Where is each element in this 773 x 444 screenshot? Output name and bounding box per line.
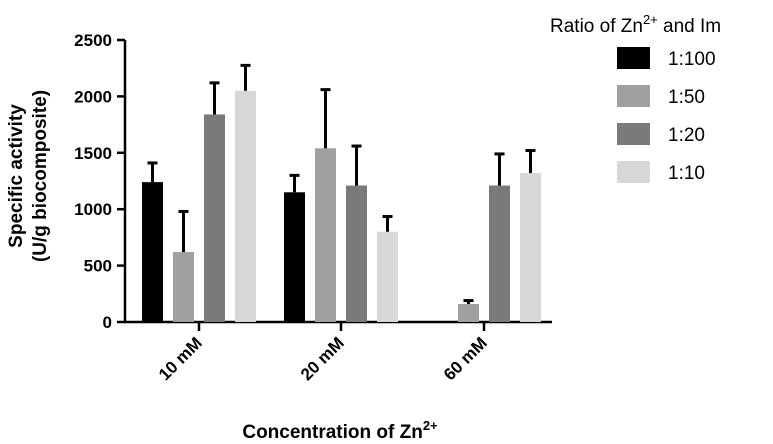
bar-1-10 bbox=[377, 231, 398, 322]
x-axis-title-text: Concentration of Zn bbox=[242, 422, 422, 443]
x-axis-title-sup: 2+ bbox=[423, 418, 438, 433]
legend-title-sup: 2+ bbox=[643, 12, 658, 27]
bar-1-50 bbox=[315, 148, 336, 322]
legend-swatch-1-100 bbox=[617, 47, 650, 69]
bar-1-20 bbox=[489, 185, 510, 322]
legend: Ratio of Zn2+ and Im 1:100 1:50 1:20 1:10 bbox=[550, 12, 721, 184]
x-axis-title: Concentration of Zn2+ bbox=[242, 418, 438, 443]
legend-swatch-1-50 bbox=[617, 85, 650, 107]
y-axis-title-line2: (U/g biocomposite) bbox=[30, 90, 51, 262]
bar-1-50 bbox=[458, 303, 479, 322]
bar-1-50 bbox=[173, 252, 194, 322]
bar-1-20 bbox=[204, 114, 225, 322]
bar-1-10 bbox=[235, 90, 256, 322]
legend-label: 1:10 bbox=[668, 163, 705, 184]
y-tick-label: 2500 bbox=[74, 31, 112, 50]
x-tick-label: 20 mM bbox=[297, 333, 348, 384]
legend-label: 1:50 bbox=[668, 87, 705, 108]
y-tick-label: 1000 bbox=[74, 200, 112, 219]
x-tick-label: 60 mM bbox=[440, 333, 491, 384]
y-axis-title: Specific activity bbox=[6, 104, 27, 248]
legend-title-pre: Ratio of Zn bbox=[550, 16, 643, 37]
legend-swatch-1-20 bbox=[617, 123, 650, 145]
legend-title-post: and Im bbox=[658, 16, 721, 37]
y-tick-label: 2000 bbox=[74, 87, 112, 106]
y-tick-label: 0 bbox=[103, 313, 112, 332]
legend-title: Ratio of Zn2+ and Im bbox=[550, 12, 721, 37]
legend-label: 1:100 bbox=[668, 49, 716, 70]
x-tick-label: 10 mM bbox=[155, 333, 206, 384]
bar-1-20 bbox=[346, 185, 367, 322]
legend-swatch-1-10 bbox=[617, 161, 650, 183]
bar-1-10 bbox=[520, 173, 541, 322]
y-tick-label: 1500 bbox=[74, 144, 112, 163]
bar-1-100 bbox=[142, 182, 163, 322]
plot-area: 0 500 1000 1500 2000 2500 10 mM 20 mM 60 mM bbox=[74, 31, 552, 384]
bar-1-100 bbox=[284, 192, 305, 322]
legend-label: 1:20 bbox=[668, 125, 705, 146]
y-tick-label: 500 bbox=[84, 257, 112, 276]
